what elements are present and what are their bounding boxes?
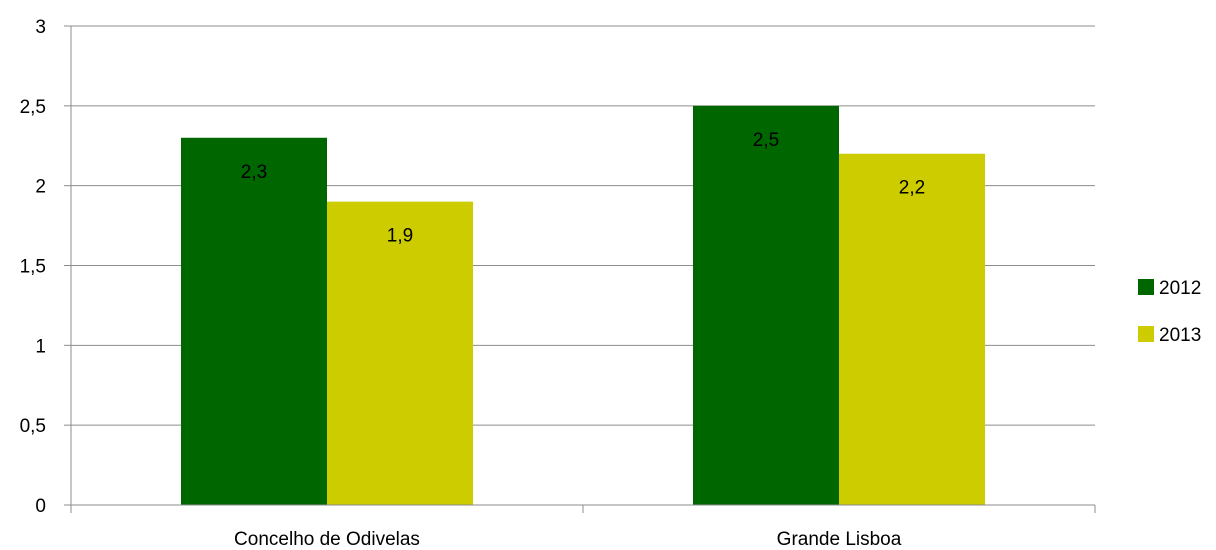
y-tick-label: 3 [35, 17, 46, 38]
data-label: 2,2 [899, 178, 925, 199]
data-labels: 2,3 1,9 2,5 2,2 [241, 130, 925, 247]
y-tick-label: 2,5 [20, 97, 46, 118]
data-label: 2,5 [753, 130, 779, 151]
bars [181, 105, 985, 505]
x-category-label: Concelho de Odivelas [234, 529, 420, 550]
legend-swatch-2013 [1138, 326, 1154, 342]
legend-label: 2013 [1159, 325, 1201, 346]
data-label: 1,9 [387, 226, 413, 247]
y-tick-label: 1,5 [20, 257, 46, 278]
bar-2013 [327, 201, 473, 505]
y-tick-label: 0,5 [20, 416, 46, 437]
data-label: 2,3 [241, 162, 267, 183]
y-tick-label: 1 [35, 336, 46, 357]
legend: 2012 2013 [1138, 278, 1201, 346]
y-tick-label: 0 [35, 496, 46, 517]
bar-2012 [693, 105, 839, 505]
legend-label: 2012 [1159, 278, 1201, 299]
x-category-label: Grande Lisboa [777, 529, 902, 550]
bar-2013 [839, 153, 985, 505]
axes: 0 0,5 1 1,5 2 2,5 3 Concelho de Odivelas Grande … [20, 17, 1096, 550]
bar-2012 [181, 137, 327, 505]
y-tick-label: 2 [35, 177, 46, 198]
legend-swatch-2012 [1138, 279, 1154, 295]
